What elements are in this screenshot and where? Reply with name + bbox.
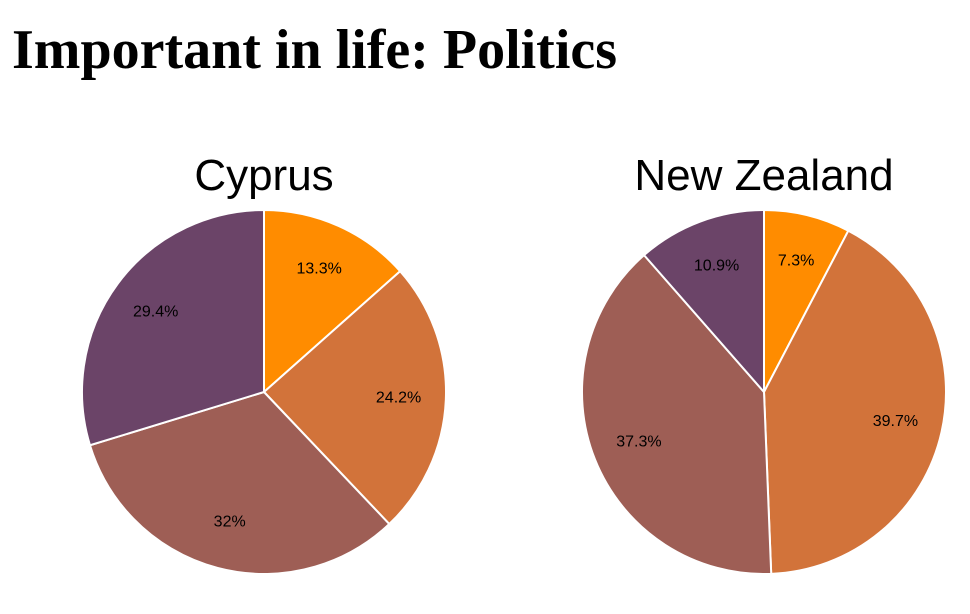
pie-slice [262,269,447,526]
pie-slice [642,208,765,395]
pie-slice [263,208,402,395]
pie-slice [81,208,265,447]
slice-label: 10.9% [694,257,739,274]
slice-label: 13.3% [297,261,342,278]
pie-title: Cyprus [194,151,333,200]
slice-label: 24.2% [376,389,421,406]
slice-label: 7.3% [778,253,814,270]
page-title: Important in life: Politics [12,19,618,81]
slice-label: 39.7% [873,413,918,430]
pie-slice [762,229,947,575]
slice-label: 37.3% [616,433,661,450]
pie-slice [581,253,773,575]
slice-label: 32% [214,514,246,531]
pie-chart-2: New Zealand 7.3% 39.7% 37.3% 10.9% [581,151,947,575]
pie-chart-1: Cyprus 13.3% 24.2% 32% 29.4% [81,151,447,575]
pie-slice [88,390,391,575]
pie-title: New Zealand [634,151,893,200]
slice-label: 29.4% [133,303,178,320]
